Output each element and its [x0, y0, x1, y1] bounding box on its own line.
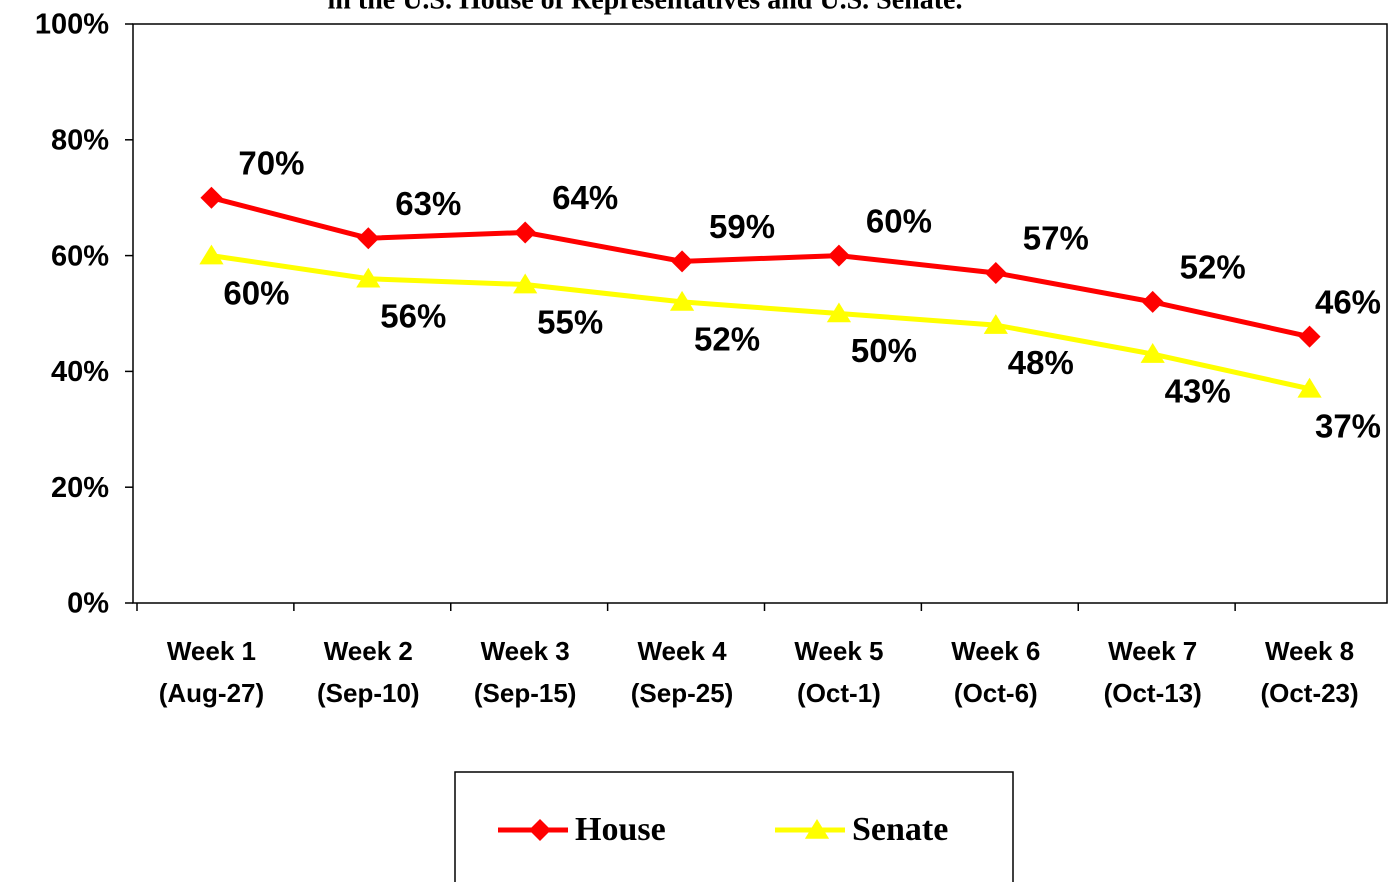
x-tick-label: (Oct-6): [954, 678, 1038, 708]
x-tick-label: (Oct-1): [797, 678, 881, 708]
data-label: 43%: [1165, 373, 1231, 410]
legend-marker: [529, 819, 551, 841]
point: [357, 227, 380, 250]
data-label: 63%: [395, 185, 461, 222]
x-tick-label: Week 7: [1108, 636, 1197, 666]
point: [827, 244, 850, 267]
point: [1140, 343, 1165, 363]
x-tick-label: (Oct-23): [1260, 678, 1358, 708]
data-label: 52%: [1180, 249, 1246, 286]
series-line: [211, 253, 1311, 392]
x-tick-label: Week 6: [951, 636, 1040, 666]
point: [1298, 325, 1321, 348]
point: [1141, 290, 1164, 313]
plot-area: [132, 23, 1388, 604]
point: [356, 267, 381, 288]
x-tick-label: (Sep-25): [631, 678, 734, 708]
y-tick-label: 0%: [67, 588, 109, 620]
data-label: 50%: [851, 332, 917, 369]
x-tick-label: Week 8: [1265, 636, 1354, 666]
data-label: 52%: [694, 321, 760, 358]
x-tick-label: (Sep-15): [474, 678, 577, 708]
point: [826, 302, 852, 323]
x-tick-label: (Oct-13): [1104, 678, 1202, 708]
point: [199, 244, 224, 265]
x-tick-label: Week 5: [794, 636, 883, 666]
series-line: [210, 195, 1311, 340]
data-label: 57%: [1023, 220, 1089, 257]
point: [514, 221, 537, 244]
x-tick-label: (Aug-27): [159, 678, 264, 708]
data-label: 56%: [380, 297, 446, 334]
legend-label: House: [575, 811, 666, 848]
point: [984, 261, 1007, 284]
data-label: 46%: [1315, 283, 1381, 320]
y-tick-label: 80%: [51, 124, 109, 156]
point: [983, 314, 1008, 334]
y-tick-label: 40%: [51, 356, 109, 388]
point: [669, 290, 695, 311]
y-tick-label: 60%: [51, 240, 109, 272]
x-tick-label: Week 3: [481, 636, 570, 666]
point: [200, 186, 223, 209]
x-tick-label: Week 4: [637, 636, 727, 666]
data-label: 48%: [1008, 344, 1074, 381]
x-tick-label: Week 2: [324, 636, 413, 666]
point: [671, 250, 694, 273]
chart-title: in the U.S. House of Representatives and…: [328, 0, 963, 15]
data-label: 64%: [552, 179, 618, 216]
data-label: 70%: [238, 144, 304, 181]
point: [513, 273, 538, 294]
legend-marker: [804, 819, 830, 839]
x-tick-label: Week 1: [167, 636, 256, 666]
data-label: 60%: [866, 202, 932, 239]
data-label: 55%: [537, 303, 603, 340]
point: [1297, 377, 1322, 398]
data-label: 37%: [1315, 407, 1381, 444]
data-label: 60%: [223, 274, 289, 311]
x-tick-label: (Sep-10): [317, 678, 420, 708]
y-tick-label: 20%: [51, 472, 109, 504]
data-label: 59%: [709, 208, 775, 245]
legend-label: Senate: [852, 811, 948, 848]
y-tick-label: 100%: [35, 9, 109, 41]
